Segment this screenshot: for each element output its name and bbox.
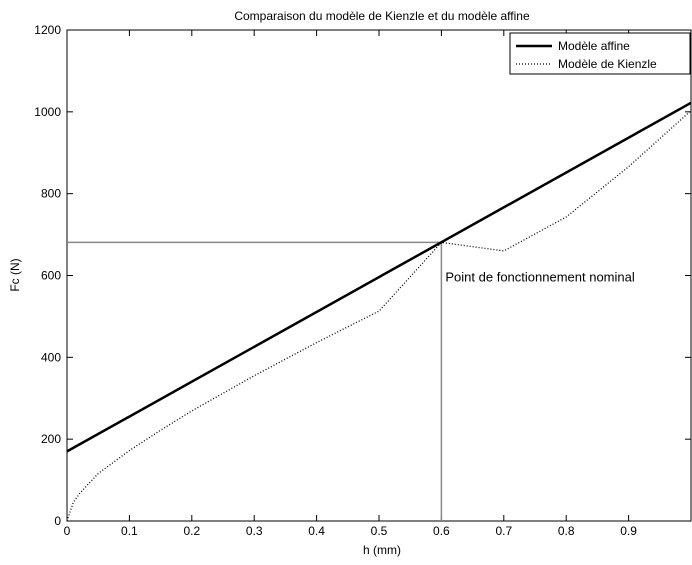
x-tick-label: 0.2 bbox=[183, 524, 200, 538]
annotation-label: Point de fonctionnement nominal bbox=[445, 270, 634, 285]
series-line-affine bbox=[66, 101, 692, 453]
x-tick-label: 0.9 bbox=[620, 524, 637, 538]
x-tick-label: 0.3 bbox=[246, 524, 263, 538]
series-line-kienzle bbox=[66, 110, 692, 522]
y-tick-label: 400 bbox=[41, 350, 61, 364]
x-tick-label: 0.4 bbox=[308, 524, 325, 538]
plot-area: 0 0.1 0.2 0.3 0.4 0.5 0.6 0.7 0.8 0.9 0 200 400 600 80… bbox=[34, 23, 692, 538]
x-tick-label: 0.7 bbox=[495, 524, 512, 538]
chart-title: Comparaison du modèle de Kienzle et du m… bbox=[234, 9, 530, 23]
y-tick-label: 600 bbox=[41, 269, 61, 283]
y-tick-label: 0 bbox=[54, 514, 61, 528]
legend-box bbox=[509, 32, 691, 75]
x-tick-label: 0.8 bbox=[558, 524, 575, 538]
y-axis-label: Fc (N) bbox=[8, 258, 22, 291]
x-tick-label: 0.5 bbox=[371, 524, 388, 538]
legend: Modèle affine Modèle de Kienzle bbox=[509, 32, 691, 75]
y-tick-label: 1200 bbox=[34, 23, 61, 37]
x-axis-label: h (mm) bbox=[363, 543, 401, 557]
x-tick-label: 0.6 bbox=[433, 524, 450, 538]
x-tick-label: 0.1 bbox=[121, 524, 138, 538]
legend-affine-label: Modèle affine bbox=[558, 39, 630, 53]
y-tick-label: 1000 bbox=[34, 105, 61, 119]
y-tick-label: 800 bbox=[41, 187, 61, 201]
legend-kienzle-label: Modèle de Kienzle bbox=[558, 57, 657, 71]
y-tick-label: 200 bbox=[41, 432, 61, 446]
x-tick-label: 0 bbox=[64, 524, 71, 538]
